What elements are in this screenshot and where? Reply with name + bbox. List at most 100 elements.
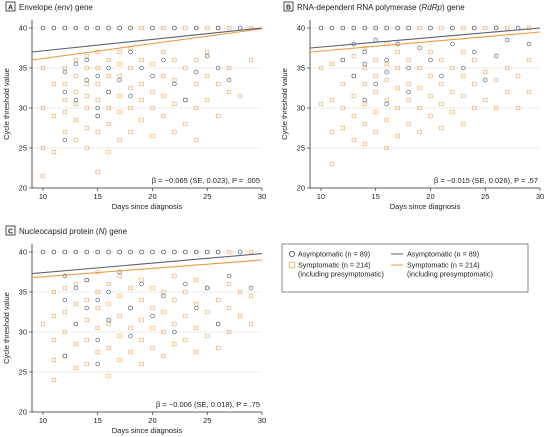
symptomatic-point [428, 49, 433, 55]
asymptomatic-point [106, 289, 111, 295]
symptomatic-point [128, 129, 133, 135]
symptomatic-point [128, 349, 133, 355]
asymptomatic-point [194, 69, 199, 75]
symptomatic-point [150, 105, 155, 111]
asymptomatic-point [84, 305, 89, 311]
symptomatic-point [95, 65, 100, 71]
asymptomatic-point [106, 89, 111, 95]
symptomatic-point [73, 57, 78, 63]
asymptomatic-point [40, 249, 46, 255]
panel-title: RNA-dependent RNA polymerase (RdRp) gene [297, 3, 465, 12]
symptomatic-point [40, 173, 46, 179]
symptomatic-point [205, 97, 210, 103]
asymptomatic-point [439, 73, 444, 79]
symptomatic-point [161, 113, 166, 119]
asymptomatic-point [483, 77, 488, 83]
symptomatic-point [117, 357, 122, 363]
panel-b: B RNA-dependent RNA polymerase (RdRp) gen… [280, 1, 544, 211]
symptomatic-point [194, 137, 199, 143]
symptomatic-point [95, 349, 100, 355]
asymptomatic-point [472, 25, 477, 31]
symptomatic-point [395, 105, 400, 111]
symptomatic-point [84, 361, 89, 367]
symptomatic-point [95, 289, 100, 295]
panel-a: A Envelope (env) gene 20 25 30 35 40 10 15 20 25 30… [2, 1, 266, 211]
symptomatic-point [62, 109, 67, 115]
asymptomatic-point [226, 273, 232, 279]
symptomatic-point [183, 313, 188, 319]
panel-title: Envelope (env) gene [19, 3, 93, 12]
panel-title: Nucleocapsid protein (N) gene [19, 227, 128, 236]
asymptomatic-point [183, 97, 188, 103]
symptomatic-point [494, 77, 499, 83]
symptomatic-point [439, 57, 444, 63]
symptomatic-point [318, 65, 324, 71]
symptomatic-point [128, 325, 133, 331]
asymptomatic-point [73, 25, 79, 31]
symptomatic-point [150, 285, 155, 291]
symptomatic-point [227, 89, 232, 95]
symptomatic-point [139, 337, 144, 343]
symptomatic-point [161, 25, 166, 31]
asymptomatic-point [62, 353, 68, 359]
symptomatic-point [526, 25, 532, 31]
asymptomatic-point [128, 93, 133, 99]
symptomatic-point [161, 353, 166, 359]
symptomatic-point [439, 101, 444, 107]
y-axis-title: Cycle threshold value [2, 292, 11, 364]
asymptomatic-point [373, 25, 378, 31]
asymptomatic-point [51, 249, 57, 255]
asymptomatic-point [161, 249, 166, 255]
symptomatic-point [117, 61, 122, 67]
symptomatic-point [373, 57, 378, 63]
symptomatic-point [472, 81, 477, 87]
asymptomatic-point [128, 49, 133, 55]
symptomatic-point [461, 49, 466, 55]
symptomatic-point [73, 117, 78, 123]
symptomatic-point [472, 57, 477, 63]
asymptomatic-point [128, 305, 133, 311]
panel-letter: C [8, 229, 13, 236]
asymptomatic-point [139, 65, 144, 71]
asymptomatic-point [95, 337, 100, 343]
asymptomatic-trend-line [31, 27, 263, 53]
symptomatic-point [205, 333, 210, 339]
symptomatic-point [515, 105, 521, 111]
asymptomatic-point [161, 293, 166, 299]
symptomatic-point [51, 313, 57, 319]
y-axis-title: Cycle threshold value [2, 68, 11, 140]
panel-c: C Nucleocapsid protein (N) gene 20 25 30 35 40… [2, 225, 266, 435]
symptomatic-point [483, 97, 488, 103]
symptomatic-point [62, 309, 67, 315]
symptomatic-point [172, 77, 177, 83]
symptomatic-point [428, 93, 433, 99]
symptomatic-point [505, 65, 510, 71]
symptomatic-point [505, 89, 510, 95]
asymptomatic-point [106, 249, 111, 255]
symptomatic-point [84, 81, 89, 87]
symptomatic-point [139, 97, 144, 103]
symptomatic-point [362, 121, 367, 127]
asymptomatic-point [150, 249, 155, 255]
legend-asymptomatic-marker-label: Asymptomatic (n = 89) [298, 250, 370, 259]
asymptomatic-point [95, 105, 100, 111]
symptomatic-point [62, 285, 67, 291]
symptomatic-point [461, 121, 466, 127]
symptomatic-point [472, 105, 477, 111]
asymptomatic-point [183, 281, 188, 287]
symptomatic-point [417, 85, 422, 91]
asymptomatic-point [340, 25, 346, 31]
x-tick-label: 10 [39, 416, 47, 425]
symptomatic-point [106, 321, 111, 327]
symptomatic-point [106, 345, 111, 351]
regression-annotation: β = −0.015 (SE, 0.026), P = .57 [434, 176, 538, 185]
symptomatic-point [194, 81, 199, 87]
symptomatic-point [248, 321, 254, 327]
symptomatic-point [73, 365, 78, 371]
symptomatic-point [117, 137, 122, 143]
symptomatic-point [362, 45, 367, 51]
symptomatic-point [384, 117, 389, 123]
y-tick-label: 35 [19, 288, 27, 297]
symptomatic-point [51, 357, 57, 363]
symptomatic-point [150, 305, 155, 311]
